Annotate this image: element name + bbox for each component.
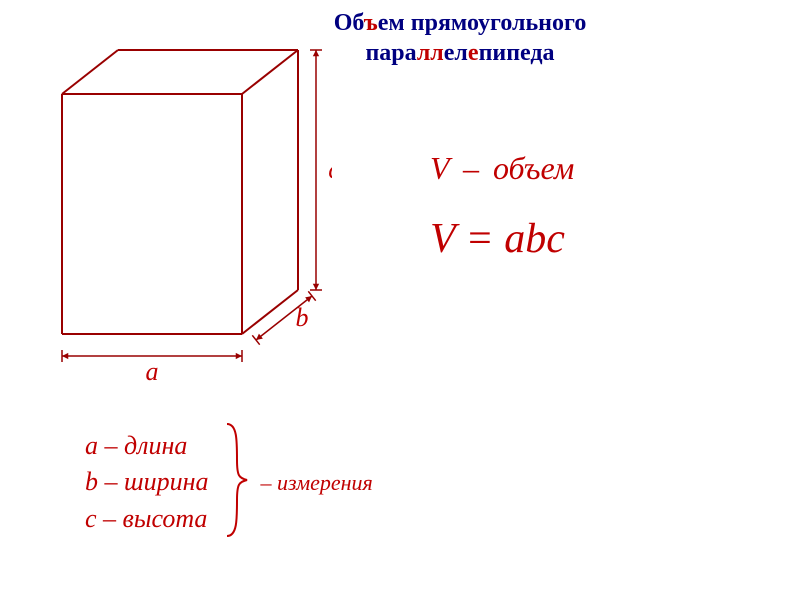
def-text: высота <box>123 504 208 533</box>
def-dash: – <box>98 431 124 460</box>
definition-row: c – высота <box>85 501 209 537</box>
v-dash: – <box>463 150 479 186</box>
formula-block: V – объем V = abc <box>430 150 574 263</box>
dimensions-label: – измерения <box>261 470 373 496</box>
def-var: b <box>85 467 98 496</box>
def-var: c <box>85 504 97 533</box>
v-word: объем <box>493 150 574 186</box>
volume-definition: V – объем <box>430 150 574 187</box>
definition-row: b – ширина <box>85 464 209 500</box>
prism-diagram: abc <box>52 40 312 370</box>
def-text: ширина <box>124 467 209 496</box>
def-dash: – <box>98 467 124 496</box>
volume-formula: V = abc <box>430 215 574 263</box>
definition-row: a – длина <box>85 428 209 464</box>
svg-text:b: b <box>296 303 309 332</box>
definitions-block: a – длинаb – ширинаc – высота – измерени… <box>85 420 373 545</box>
def-var: a <box>85 431 98 460</box>
svg-text:c: c <box>328 155 332 184</box>
def-text: длина <box>124 431 187 460</box>
svg-text:a: a <box>146 357 159 386</box>
v-symbol: V <box>430 150 449 186</box>
definitions-list: a – длинаb – ширинаc – высота <box>85 428 209 537</box>
brace <box>221 420 251 545</box>
def-dash: – <box>97 504 123 533</box>
